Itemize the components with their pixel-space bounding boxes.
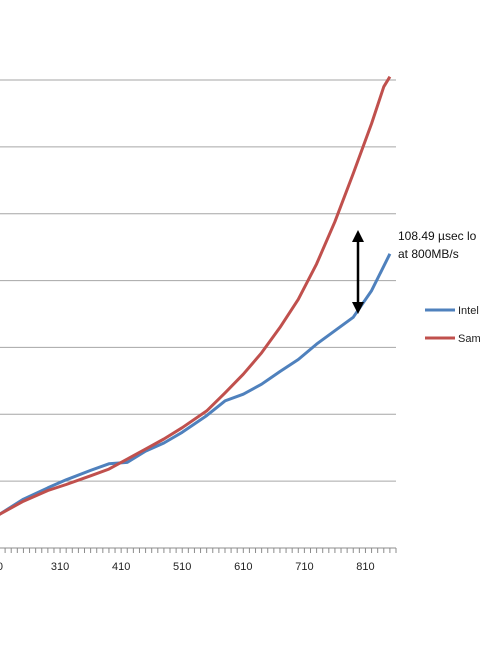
- gridlines: [0, 79, 396, 482]
- series-line-intel: [0, 253, 392, 516]
- x-tick-label: 310: [51, 561, 69, 573]
- annotation-arrow: [352, 230, 364, 314]
- arrow-head-down: [352, 302, 364, 314]
- x-tick-label: 710: [295, 561, 313, 573]
- x-tick-label: 0: [0, 561, 3, 573]
- x-tick-label: 610: [234, 561, 252, 573]
- annotation-text-line2: at 800MB/s: [398, 247, 459, 261]
- legend-label-intel: Intel: [458, 305, 479, 317]
- x-axis: [0, 547, 397, 553]
- x-tick-label: 810: [356, 561, 374, 573]
- annotation-text-line1: 108.49 µsec lo: [398, 229, 477, 243]
- series-line-sam: [0, 75, 392, 516]
- series-lines: [0, 75, 392, 516]
- legend-label-sam: Sam: [458, 333, 480, 345]
- arrow-head-up: [352, 230, 364, 242]
- x-tick-labels: 310 410 510 610 710 810 0: [0, 561, 375, 573]
- x-tick-label: 510: [173, 561, 191, 573]
- x-tick-label: 410: [112, 561, 130, 573]
- legend: Intel Sam: [425, 305, 480, 345]
